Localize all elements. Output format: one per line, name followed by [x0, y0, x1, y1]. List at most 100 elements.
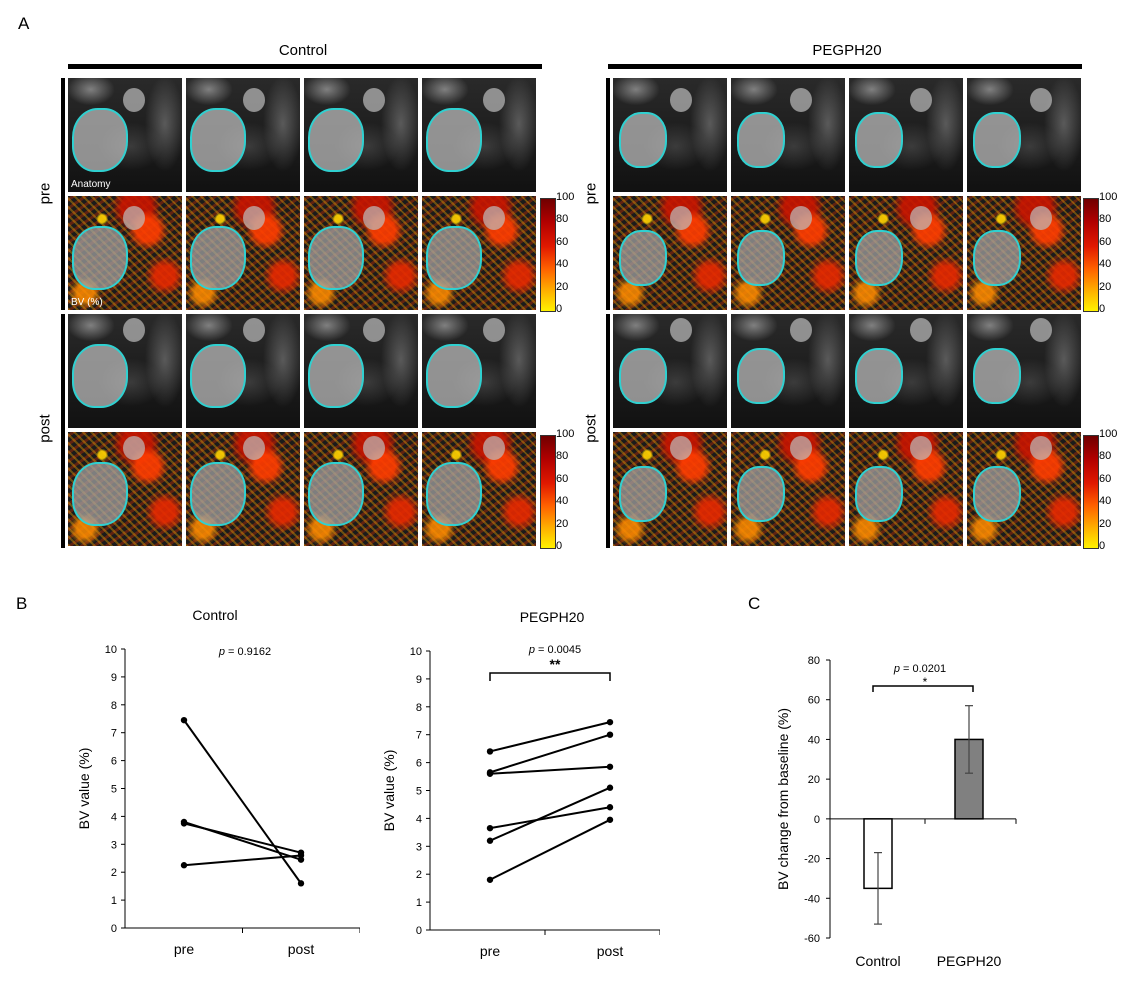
data-point-subject-3: [180, 820, 188, 827]
tumor-outline: [737, 348, 785, 404]
row-label-control-post: post: [36, 414, 54, 443]
image-tile-control-r2-c0: [68, 314, 182, 428]
y-axis-label: BV change from baseline (%): [775, 708, 791, 890]
tumor-outline: [426, 226, 482, 290]
group-title-control: Control: [278, 42, 328, 59]
y-tick-label: 8: [416, 702, 422, 714]
image-tile-pegph20-r1-c3: [967, 196, 1081, 310]
tumor-outline: [426, 108, 482, 172]
image-tile-pegph20-r0-c1: [731, 78, 845, 192]
tumor-outline: [973, 230, 1021, 286]
tumor-outline: [973, 348, 1021, 404]
y-tick-label: 0: [111, 923, 117, 935]
tumor-outline: [72, 462, 128, 526]
row-bar-pegph20-pre: [606, 78, 610, 310]
row-label-pegph20-post: post: [582, 414, 600, 443]
tumor-outline: [619, 466, 667, 522]
colorbar-control-post: [540, 435, 556, 549]
tumor-outline: [72, 108, 128, 172]
colorbar-tick-label: 80: [556, 450, 569, 463]
tumor-outline: [973, 466, 1021, 522]
tumor-outline: [308, 344, 364, 408]
image-tile-control-r0-c1: [186, 78, 300, 192]
group-title-pegph20: PEGPH20: [812, 42, 882, 59]
tumor-outline: [72, 226, 128, 290]
image-tile-control-r3-c1: [186, 432, 300, 546]
tumor-outline: [308, 108, 364, 172]
significance-stars: **: [550, 656, 561, 672]
tumor-outline: [190, 462, 246, 526]
x-tick-label: post: [288, 941, 315, 957]
x-tick-label: pre: [480, 943, 500, 959]
colorbar-tick-label: 100: [1099, 191, 1118, 203]
y-tick-label: 1: [111, 895, 117, 907]
tumor-outline: [855, 112, 903, 168]
colorbar-tick-label: 40: [556, 258, 569, 271]
image-tile-pegph20-r0-c3: [967, 78, 1081, 192]
image-tile-control-r2-c2: [304, 314, 418, 428]
panel-label-c: C: [748, 594, 761, 613]
image-tile-pegph20-r2-c1: [731, 314, 845, 428]
colorbar-tick-label: 20: [1099, 517, 1112, 530]
tumor-outline: [855, 348, 903, 404]
image-tile-control-r0-c0: Anatomy: [68, 78, 182, 192]
image-tile-pegph20-r2-c2: [849, 314, 963, 428]
y-tick-label: 9: [416, 674, 422, 686]
image-tile-pegph20-r3-c1: [731, 432, 845, 546]
panel-label-b: B: [16, 594, 28, 613]
tumor-outline: [190, 226, 246, 290]
data-point-subject-3: [486, 770, 494, 777]
y-tick-label: 6: [416, 758, 422, 770]
colorbar-tick-label: 60: [556, 235, 569, 248]
colorbar-pegph20-pre: [1083, 198, 1099, 312]
data-point-subject-4: [606, 804, 614, 811]
y-tick-label: 0: [416, 925, 422, 937]
tile-label-bv: BV (%): [71, 297, 103, 308]
y-tick-label: 10: [410, 646, 422, 658]
data-point-subject-4: [486, 824, 494, 832]
series-line-subject-2: [489, 733, 611, 774]
image-tile-control-r2-c3: [422, 314, 536, 428]
chart-control-lines: Control 0 1 2 3 4 5 6 7 8 9 10 pre post BV value (%) p …: [76, 607, 360, 957]
image-tile-control-r1-c1: [186, 196, 300, 310]
image-tile-control-r3-c3: [422, 432, 536, 546]
row-label-pegph20-pre: pre: [582, 182, 600, 205]
y-tick-label: -40: [804, 893, 820, 905]
y-axis-label: BV value (%): [381, 750, 397, 832]
tumor-outline: [855, 466, 903, 522]
colorbar-tick-label: 20: [1099, 280, 1112, 293]
chart-title: Control: [192, 607, 237, 623]
colorbar-tick-label: 0: [556, 540, 563, 552]
colorbar-tick-label: 0: [556, 303, 563, 315]
image-tile-control-r1-c2: [304, 196, 418, 310]
y-tick-label: 5: [416, 786, 422, 798]
y-tick-label: 60: [808, 695, 820, 707]
y-tick-label: 3: [416, 841, 422, 853]
image-tile-control-r1-c3: [422, 196, 536, 310]
tumor-outline: [308, 226, 364, 290]
tumor-outline: [426, 462, 482, 526]
image-tile-pegph20-r1-c0: [613, 196, 727, 310]
image-tile-control-r0-c2: [304, 78, 418, 192]
y-tick-label: -60: [804, 933, 820, 945]
colorbar-tick-label: 40: [556, 495, 569, 508]
chart-bv-change-bars: -60 -40 -20 0 20 40 60 80 Control PEGPH20 BV chang…: [775, 655, 1017, 969]
chart-title: PEGPH20: [520, 609, 585, 625]
y-tick-label: 9: [111, 672, 117, 684]
image-tile-control-r2-c1: [186, 314, 300, 428]
colorbar-tick-label: 100: [556, 428, 575, 440]
data-point-subject-1: [180, 716, 188, 724]
y-tick-label: 1: [416, 897, 422, 909]
y-tick-label: 20: [808, 774, 820, 786]
image-tile-pegph20-r1-c1: [731, 196, 845, 310]
image-tile-pegph20-r2-c0: [613, 314, 727, 428]
y-tick-label: 6: [111, 756, 117, 768]
image-tile-control-r3-c0: [68, 432, 182, 546]
tumor-outline: [737, 230, 785, 286]
significance-stars: *: [923, 675, 928, 689]
panel-label-a: A: [18, 14, 30, 33]
colorbar-tick-label: 60: [1099, 235, 1112, 248]
y-tick-label: 0: [814, 814, 820, 826]
image-tile-pegph20-r0-c2: [849, 78, 963, 192]
y-tick-label: 40: [808, 734, 820, 746]
